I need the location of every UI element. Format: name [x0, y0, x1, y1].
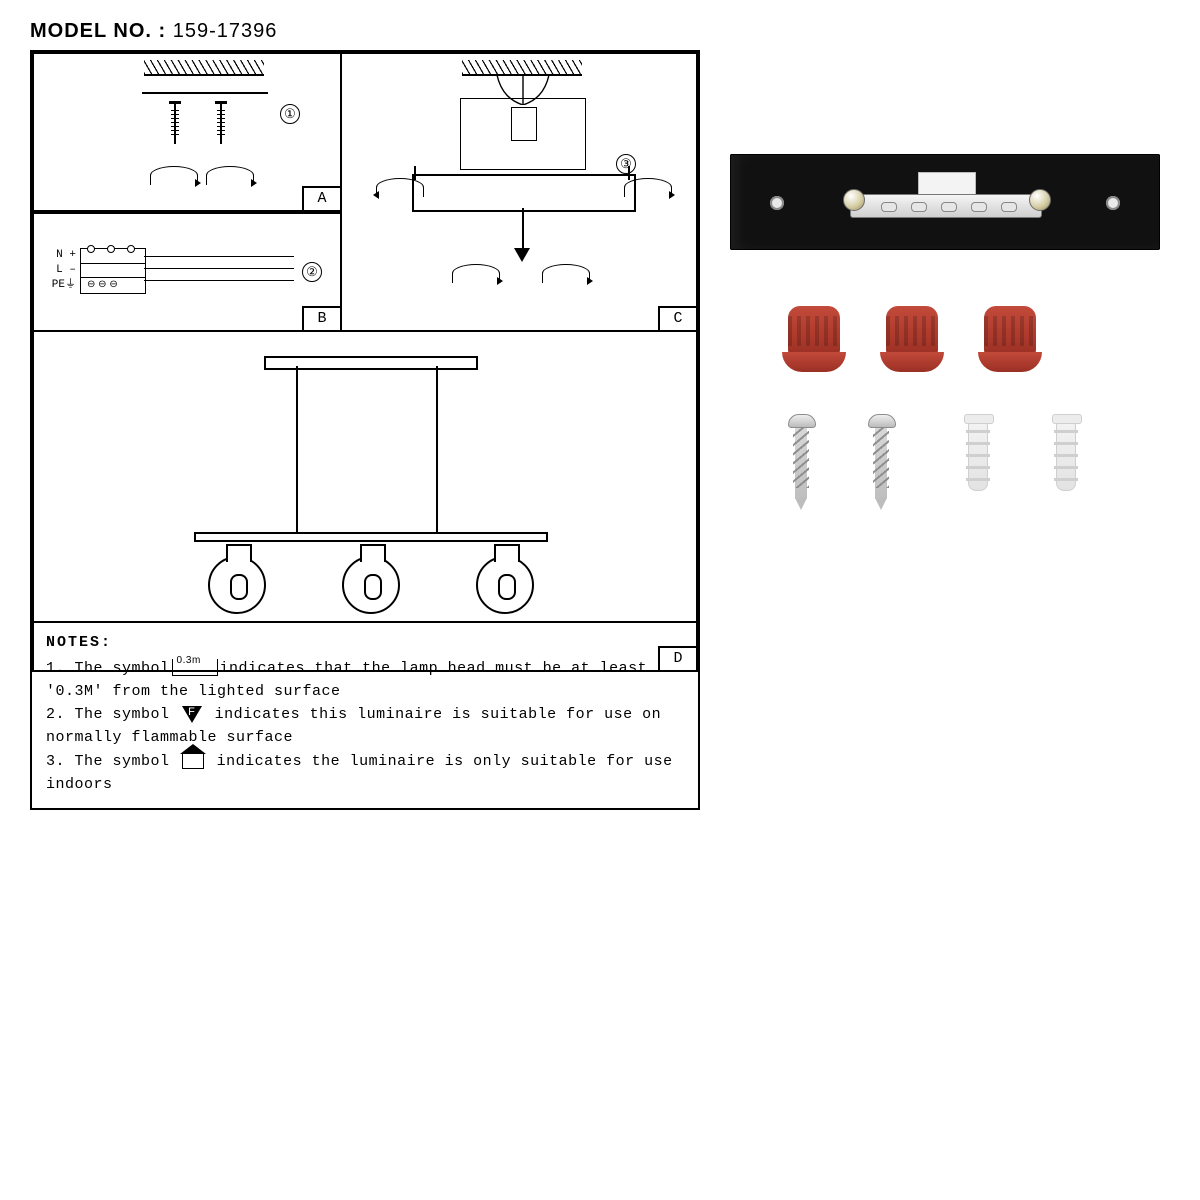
notes-block: NOTES: 1. The symbolindicates that the l… [32, 621, 698, 808]
crossbar-bracket-icon [850, 194, 1042, 218]
distance-symbol-icon [172, 659, 218, 676]
step-number: ③ [616, 154, 636, 174]
f-triangle-symbol-icon [182, 706, 202, 723]
panel-b: ⊖ ⊖ ⊖ N + L – PE⏚ ② B [32, 212, 342, 332]
post-icon [414, 166, 416, 180]
drop-rod-icon [522, 208, 524, 248]
step-number: ② [302, 262, 322, 282]
terminal-labels: N + L – PE⏚ [46, 248, 76, 293]
note-line: 2. The symbol indicates this luminaire i… [46, 703, 684, 750]
model-label: MODEL NO. : [30, 20, 166, 42]
mount-hole-icon [1106, 196, 1120, 210]
wire-nut-icon [886, 306, 938, 378]
ceiling-hatch-icon [462, 60, 582, 76]
wire-nut-icon [984, 306, 1036, 378]
arrow-down-icon [514, 248, 530, 262]
wire-icon [144, 280, 294, 281]
hang-rod-icon [296, 366, 298, 536]
model-number-row: MODEL NO. : 159-17396 [30, 20, 277, 43]
page: MODEL NO. : 159-17396 ① A ⊖ ⊖ ⊖ [0, 0, 1200, 1200]
rotate-arrow-icon [150, 166, 198, 185]
wall-anchor-icon [1052, 414, 1080, 491]
mount-hole-icon [770, 196, 784, 210]
wire-nut-icon [788, 306, 840, 378]
junction-box-icon [460, 98, 586, 170]
note-line: 3. The symbol indicates the luminaire is… [46, 750, 684, 797]
mounting-plate-photo [730, 154, 1160, 250]
bracket-screw-head-icon [843, 189, 865, 211]
instruction-sheet: ① A ⊖ ⊖ ⊖ N + L – PE⏚ ② B [30, 50, 700, 810]
panel-tag: C [658, 306, 696, 330]
panel-tag: B [302, 306, 340, 330]
model-value: 159-17396 [173, 20, 278, 42]
note-line: 1. The symbolindicates that the lamp hea… [46, 657, 684, 704]
mount-bar-icon [142, 92, 268, 94]
rotate-arrow-icon [376, 178, 424, 197]
rotate-arrow-icon [624, 178, 672, 197]
globe-icon [476, 556, 534, 614]
wire-icon [144, 268, 294, 269]
indoor-house-symbol-icon [182, 754, 204, 769]
hang-rod-icon [436, 366, 438, 536]
panel-c: ③ C [342, 52, 698, 332]
rotate-arrow-icon [206, 166, 254, 185]
wire-icon [144, 256, 294, 257]
mounting-screw-icon [788, 414, 814, 510]
bracket-screw-head-icon [1029, 189, 1051, 211]
wall-anchor-icon [964, 414, 992, 491]
step-number: ① [280, 104, 300, 124]
terminal-block-icon: ⊖ ⊖ ⊖ [80, 248, 146, 294]
ceiling-hatch-icon [144, 60, 264, 76]
rotate-arrow-icon [452, 264, 500, 283]
canopy-icon [412, 174, 636, 212]
globe-icon [342, 556, 400, 614]
mounting-screw-icon [868, 414, 894, 510]
globe-icon [208, 556, 266, 614]
notes-title: NOTES: [46, 631, 684, 654]
screw-icon [220, 104, 222, 144]
rotate-arrow-icon [542, 264, 590, 283]
panel-tag: A [302, 186, 340, 210]
panel-a: ① A [32, 52, 342, 212]
fixture-bar-icon [194, 532, 548, 542]
screw-icon [174, 104, 176, 144]
